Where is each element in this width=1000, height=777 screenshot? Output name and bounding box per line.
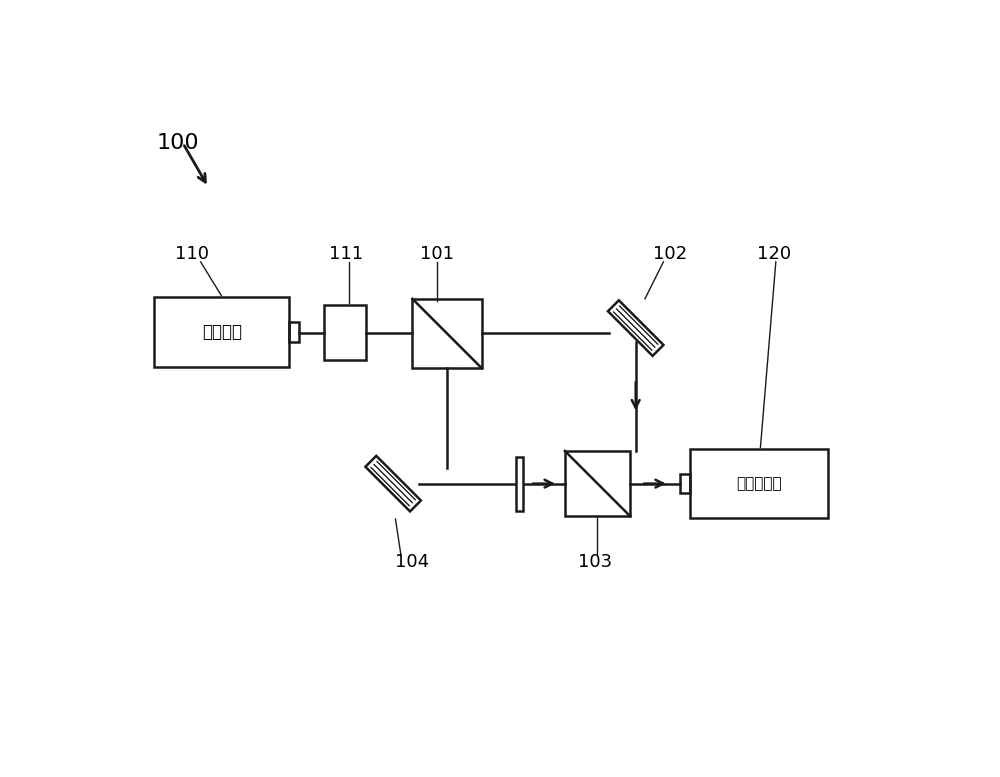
Text: 120: 120 (757, 245, 791, 263)
Text: 100: 100 (157, 134, 199, 153)
Bar (289, 322, 299, 342)
Bar (516, 457, 523, 510)
Bar (565, 451, 630, 517)
Bar (154, 298, 289, 367)
Text: 激光光源: 激光光源 (202, 323, 242, 341)
Text: 103: 103 (578, 552, 612, 571)
Bar (680, 474, 690, 493)
Text: 102: 102 (653, 245, 687, 263)
Bar (324, 305, 366, 361)
Text: 110: 110 (175, 245, 209, 263)
Polygon shape (608, 301, 663, 356)
Bar (412, 299, 482, 368)
Bar (690, 449, 828, 518)
Text: 感測器陣列: 感測器陣列 (736, 476, 782, 491)
Text: 111: 111 (329, 245, 363, 263)
Text: 101: 101 (420, 245, 454, 263)
Text: 104: 104 (395, 552, 430, 571)
Polygon shape (365, 456, 421, 511)
